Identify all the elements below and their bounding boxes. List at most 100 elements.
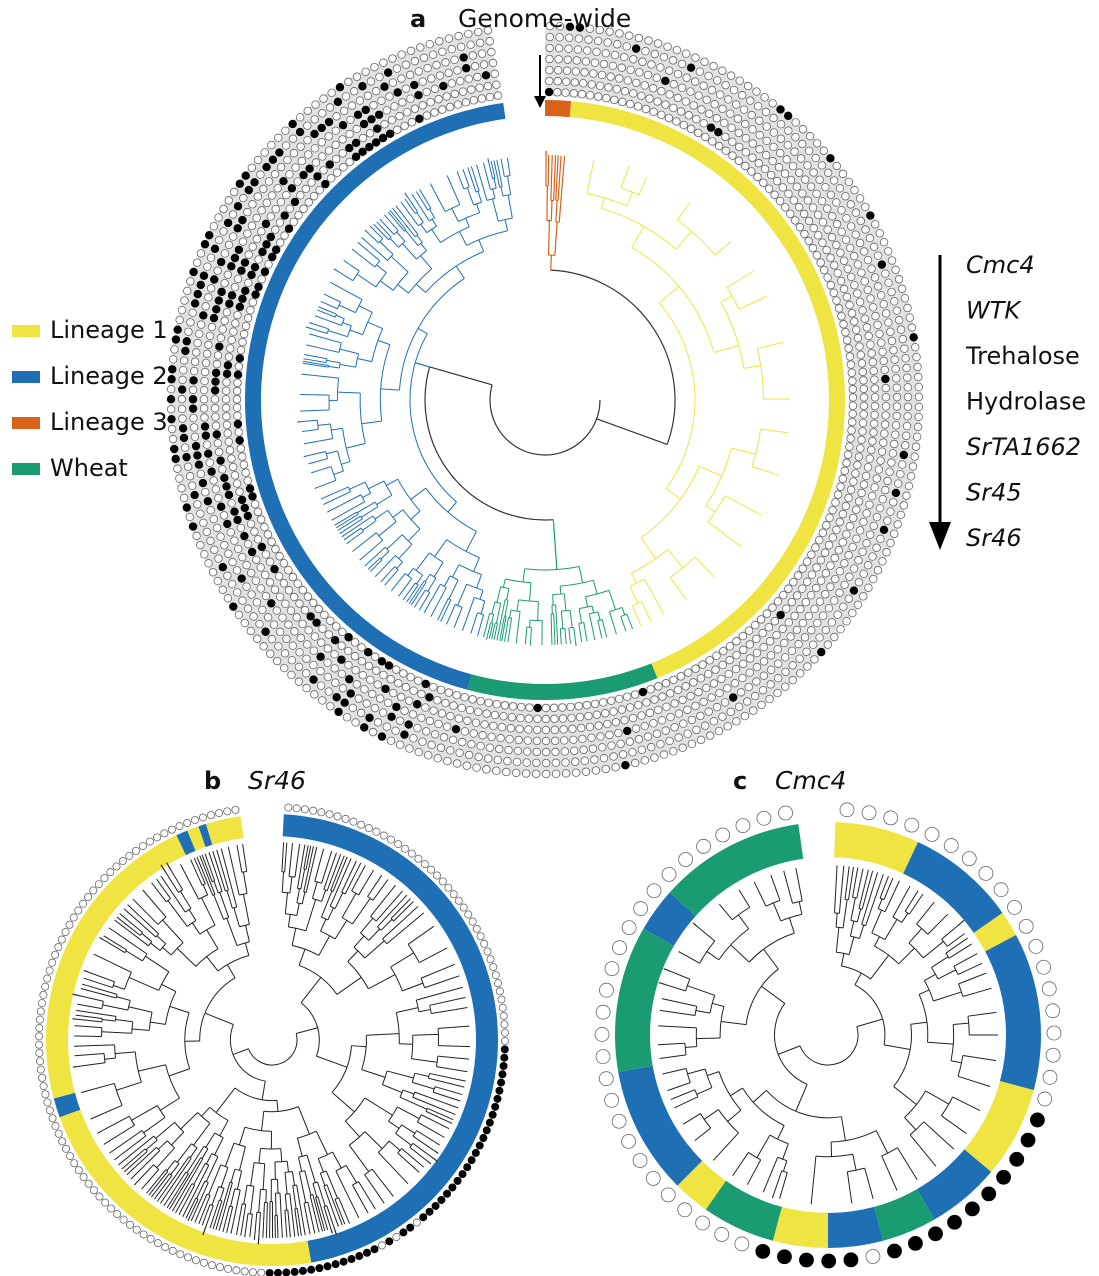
branch bbox=[490, 187, 497, 191]
dot bbox=[430, 108, 439, 117]
branch bbox=[323, 1185, 334, 1213]
branch bbox=[518, 599, 539, 602]
branch bbox=[306, 361, 329, 367]
dot bbox=[153, 833, 162, 842]
branch bbox=[731, 447, 756, 455]
branch bbox=[752, 1089, 767, 1103]
branch bbox=[796, 874, 803, 902]
dot bbox=[803, 161, 812, 170]
branch bbox=[592, 580, 598, 595]
branch bbox=[334, 920, 348, 940]
branch bbox=[466, 230, 508, 246]
dot bbox=[558, 703, 567, 712]
branch bbox=[847, 885, 852, 900]
dot bbox=[866, 294, 875, 303]
dot bbox=[327, 88, 336, 98]
branch bbox=[684, 1043, 687, 1055]
dot bbox=[541, 758, 551, 768]
dot bbox=[684, 668, 693, 677]
dot bbox=[877, 260, 887, 269]
dot bbox=[273, 184, 282, 193]
branch bbox=[402, 982, 424, 992]
dot bbox=[654, 705, 663, 715]
dot bbox=[686, 691, 695, 701]
ring-segment bbox=[618, 1065, 703, 1186]
dot bbox=[227, 454, 236, 463]
dot bbox=[892, 374, 901, 383]
dot bbox=[876, 291, 886, 300]
dot bbox=[754, 159, 764, 168]
branch bbox=[485, 172, 491, 190]
branch bbox=[317, 1158, 324, 1173]
dot bbox=[845, 352, 855, 361]
dot bbox=[851, 325, 861, 334]
dot bbox=[890, 529, 899, 538]
branch bbox=[127, 920, 143, 933]
branch bbox=[168, 1068, 190, 1077]
branch bbox=[447, 1082, 465, 1088]
dot bbox=[886, 538, 895, 548]
dot bbox=[444, 34, 454, 43]
dot bbox=[296, 142, 305, 151]
dot bbox=[426, 98, 435, 107]
branch bbox=[317, 1196, 324, 1213]
dot bbox=[914, 392, 924, 402]
branch bbox=[312, 898, 322, 902]
dot bbox=[744, 682, 753, 692]
branch bbox=[218, 1186, 225, 1189]
dot bbox=[601, 49, 611, 58]
branch bbox=[220, 1164, 229, 1168]
dot bbox=[766, 170, 776, 180]
dot bbox=[345, 157, 354, 167]
dot bbox=[289, 592, 299, 602]
dot bbox=[236, 346, 246, 355]
branch bbox=[180, 1112, 198, 1130]
dot bbox=[497, 995, 506, 1004]
dot bbox=[238, 294, 247, 304]
dot bbox=[849, 317, 859, 326]
branch bbox=[922, 941, 944, 959]
dot bbox=[774, 659, 783, 668]
dot bbox=[288, 134, 298, 143]
branch bbox=[236, 1170, 243, 1190]
branch bbox=[351, 248, 360, 256]
branch bbox=[219, 862, 229, 891]
dot bbox=[632, 1153, 648, 1168]
branch bbox=[281, 846, 284, 872]
branch bbox=[659, 286, 680, 304]
branch bbox=[849, 920, 855, 937]
branch bbox=[204, 1204, 211, 1217]
branch bbox=[224, 1205, 231, 1223]
dot bbox=[851, 230, 860, 239]
dot bbox=[879, 300, 888, 309]
dot bbox=[185, 512, 194, 522]
dot bbox=[253, 192, 262, 201]
dot bbox=[676, 672, 686, 681]
dot bbox=[247, 590, 256, 599]
branch bbox=[730, 1087, 743, 1097]
dot bbox=[421, 679, 430, 689]
branch bbox=[916, 906, 932, 925]
dot bbox=[294, 677, 304, 686]
branch bbox=[380, 225, 392, 238]
dot bbox=[345, 143, 354, 153]
branch bbox=[326, 504, 341, 513]
branch bbox=[219, 1120, 229, 1137]
dot bbox=[664, 66, 674, 75]
dot bbox=[720, 698, 730, 707]
dot bbox=[612, 940, 627, 956]
branch bbox=[337, 1212, 343, 1226]
dot bbox=[337, 669, 347, 679]
branch bbox=[240, 1223, 244, 1236]
branch bbox=[367, 877, 381, 897]
branch bbox=[206, 956, 219, 972]
branch bbox=[214, 1132, 224, 1139]
dot bbox=[781, 667, 790, 677]
dot bbox=[391, 726, 400, 736]
branch bbox=[781, 1170, 788, 1174]
branch bbox=[967, 962, 983, 971]
dot bbox=[222, 420, 232, 430]
dot bbox=[344, 646, 353, 656]
branch bbox=[694, 1089, 699, 1097]
dot bbox=[279, 579, 289, 588]
